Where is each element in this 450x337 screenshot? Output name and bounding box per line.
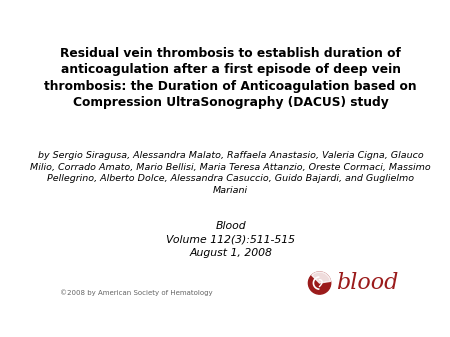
Polygon shape (312, 272, 331, 283)
Text: by Sergio Siragusa, Alessandra Malato, Raffaela Anastasio, Valeria Cigna, Glauco: by Sergio Siragusa, Alessandra Malato, R… (30, 151, 431, 195)
Ellipse shape (308, 272, 331, 294)
Text: Residual vein thrombosis to establish duration of
anticoagulation after a first : Residual vein thrombosis to establish du… (44, 47, 417, 110)
Text: ©2008 by American Society of Hematology: ©2008 by American Society of Hematology (60, 289, 212, 296)
Text: Blood
Volume 112(3):511-515
August 1, 2008: Blood Volume 112(3):511-515 August 1, 20… (166, 221, 295, 258)
Text: blood: blood (336, 272, 398, 294)
